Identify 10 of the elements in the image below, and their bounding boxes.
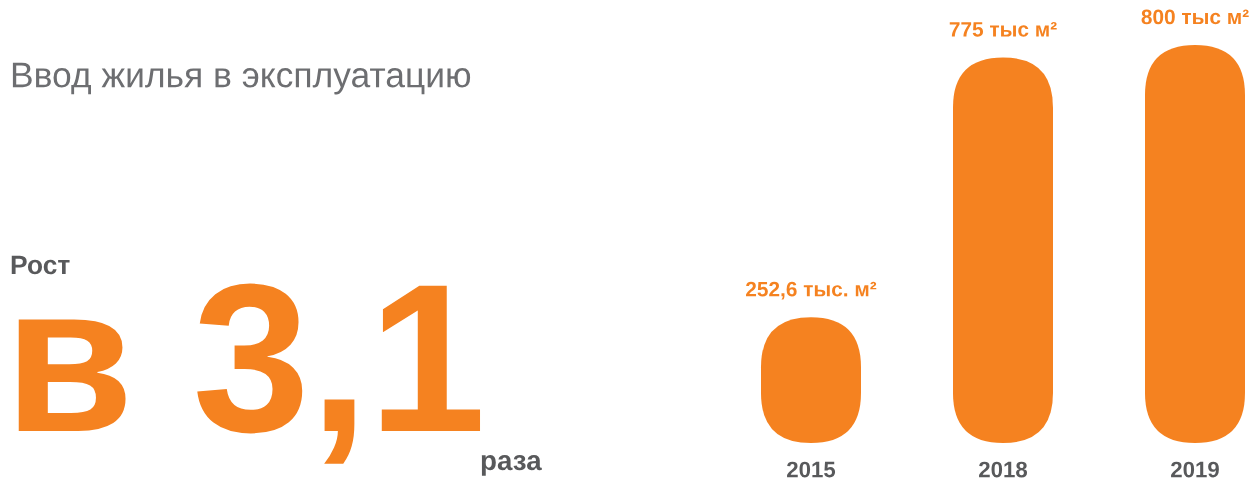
x-tick-label: 2019	[1171, 461, 1219, 478]
x-tick-label: 2015	[787, 461, 836, 478]
text: Ввод жилья в эксплуатацию	[12, 62, 471, 95]
data-label: 800 тыс м²	[1141, 9, 1249, 25]
data-label: 775 тыс м²	[949, 22, 1057, 37]
data-label: 252,6 тыс. м²	[746, 281, 877, 300]
x-tick-label: 2018	[979, 461, 1028, 478]
text: Рост	[11, 255, 70, 275]
text: раза	[481, 455, 542, 476]
text: в 3,1	[18, 283, 481, 464]
